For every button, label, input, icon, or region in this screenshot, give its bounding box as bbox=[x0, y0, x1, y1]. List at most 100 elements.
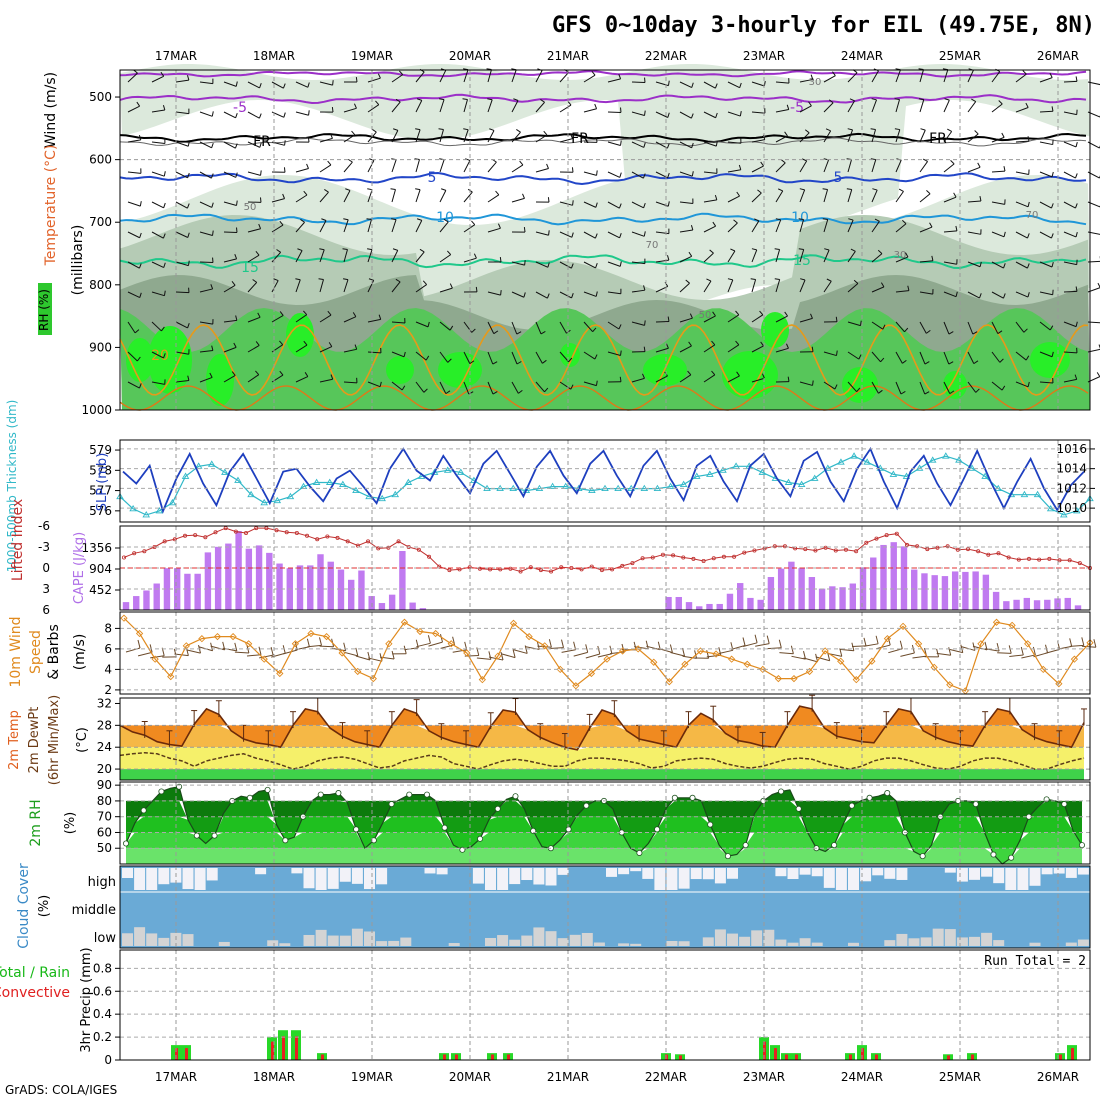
surface-wind-barb-flag bbox=[718, 647, 722, 656]
low-cloud-bar bbox=[1077, 939, 1089, 946]
thickness-point bbox=[142, 511, 151, 518]
cape-bar bbox=[1023, 597, 1031, 610]
wind-barb-flag bbox=[282, 193, 286, 199]
low-cloud-bar bbox=[509, 939, 521, 946]
wind-barb bbox=[271, 198, 285, 203]
wind-barb-flag bbox=[948, 331, 954, 335]
wind-barb-flag bbox=[500, 290, 502, 296]
wind-barb-flag bbox=[644, 320, 646, 326]
wind-barb-flag bbox=[902, 359, 907, 364]
wind-barb bbox=[991, 71, 1001, 83]
wind-speed-point bbox=[416, 627, 424, 636]
cape-bar bbox=[235, 531, 242, 610]
rh-point bbox=[317, 791, 324, 798]
wind-barb bbox=[247, 228, 261, 233]
wind-barb bbox=[943, 99, 950, 113]
rh-point bbox=[1061, 801, 1068, 808]
wind-barb bbox=[463, 160, 471, 173]
wind-barb bbox=[343, 348, 357, 353]
wind-barb-flag bbox=[849, 98, 855, 102]
wind-speed-point bbox=[478, 676, 486, 684]
rh-point bbox=[406, 791, 413, 798]
wind-barb bbox=[751, 249, 758, 263]
wind-barb-flag bbox=[595, 202, 598, 208]
wind-barb-flag bbox=[712, 221, 717, 227]
lifted-index-point bbox=[640, 556, 645, 561]
precip-convective-label: Convective bbox=[0, 985, 70, 1001]
wind-barb bbox=[919, 381, 926, 395]
wind-barb bbox=[895, 129, 901, 143]
wind-barb bbox=[871, 129, 877, 143]
surface-wind-barb-flag bbox=[1032, 646, 1036, 656]
wind-barb bbox=[919, 291, 933, 295]
high-cloud-gap bbox=[702, 868, 714, 880]
wind-barb-flag bbox=[235, 81, 238, 87]
cape-bar bbox=[1064, 597, 1071, 610]
wind-barb-flag bbox=[330, 133, 333, 139]
thickness-point bbox=[168, 498, 177, 506]
wind-barb bbox=[607, 291, 621, 295]
cape-bar bbox=[890, 542, 897, 610]
wind-barb bbox=[655, 231, 669, 235]
wind-barb bbox=[967, 291, 980, 299]
cape-bar bbox=[419, 608, 427, 610]
wind-barb-flag bbox=[303, 190, 308, 196]
wind-barb bbox=[127, 72, 138, 83]
lifted-index-point bbox=[955, 547, 960, 552]
precip-convective-bar bbox=[271, 1041, 274, 1060]
wind-barb-flag bbox=[371, 128, 377, 133]
wind-speed-point bbox=[852, 676, 860, 684]
wind-barb bbox=[271, 280, 279, 293]
wind-barb-flag bbox=[900, 391, 906, 395]
wind-barb bbox=[823, 189, 829, 203]
tick-label: 28 bbox=[97, 718, 112, 732]
wind-barb bbox=[775, 219, 782, 233]
wind-barb-flag bbox=[547, 262, 550, 268]
surface-wind-barb bbox=[537, 645, 552, 648]
high-cloud-gap bbox=[944, 868, 956, 873]
precip-convective-bar bbox=[785, 1054, 788, 1060]
wind-barb bbox=[799, 132, 810, 143]
cape-bar bbox=[818, 588, 826, 610]
wind-barb bbox=[703, 81, 716, 89]
wind-barb-flag bbox=[835, 316, 838, 322]
wind-barb-flag bbox=[187, 75, 190, 81]
wind-barb-flag bbox=[689, 313, 693, 319]
cape-bar bbox=[870, 557, 877, 610]
wind-barb bbox=[271, 81, 284, 89]
surface-wind-barb-flag bbox=[343, 642, 347, 651]
wind-barb-flag bbox=[495, 190, 500, 196]
surface-wind-barb-flag bbox=[391, 650, 395, 660]
wind-barb-flag bbox=[134, 329, 140, 334]
cape-bar bbox=[307, 565, 314, 610]
wind-barb-flag bbox=[822, 218, 828, 221]
wind-barb-flag bbox=[727, 278, 733, 281]
wind-barb-flag bbox=[324, 188, 329, 193]
wind-barb bbox=[343, 161, 353, 173]
wind-barb-flag bbox=[642, 173, 646, 179]
wind-barb-flag bbox=[997, 330, 1003, 335]
wind-barb-flag bbox=[924, 391, 930, 395]
wind-barb-flag bbox=[832, 71, 836, 77]
lifted-index-point bbox=[701, 559, 706, 564]
wind-barb bbox=[823, 249, 830, 263]
rh-point bbox=[512, 793, 519, 800]
surface-wind-barb-flag bbox=[1093, 639, 1097, 648]
wind-barb bbox=[487, 321, 495, 334]
wind-barb bbox=[415, 159, 420, 173]
wind-barb bbox=[727, 195, 740, 203]
lifted-index-point bbox=[833, 548, 838, 553]
wind-barb bbox=[343, 249, 348, 263]
wind-barb bbox=[439, 321, 451, 331]
wind-barb bbox=[679, 282, 690, 293]
lifted-index-point bbox=[396, 539, 401, 544]
high-cloud-gap bbox=[351, 868, 363, 884]
wind-barb bbox=[199, 231, 213, 237]
thickness-point bbox=[430, 468, 439, 475]
wind-barb-flag bbox=[972, 331, 978, 335]
wind-barb bbox=[247, 111, 260, 119]
wind-speed-point bbox=[447, 640, 455, 648]
wind-barb-flag bbox=[846, 188, 852, 191]
wind-barb-flag bbox=[516, 128, 521, 133]
lifted-index-point bbox=[630, 561, 635, 566]
